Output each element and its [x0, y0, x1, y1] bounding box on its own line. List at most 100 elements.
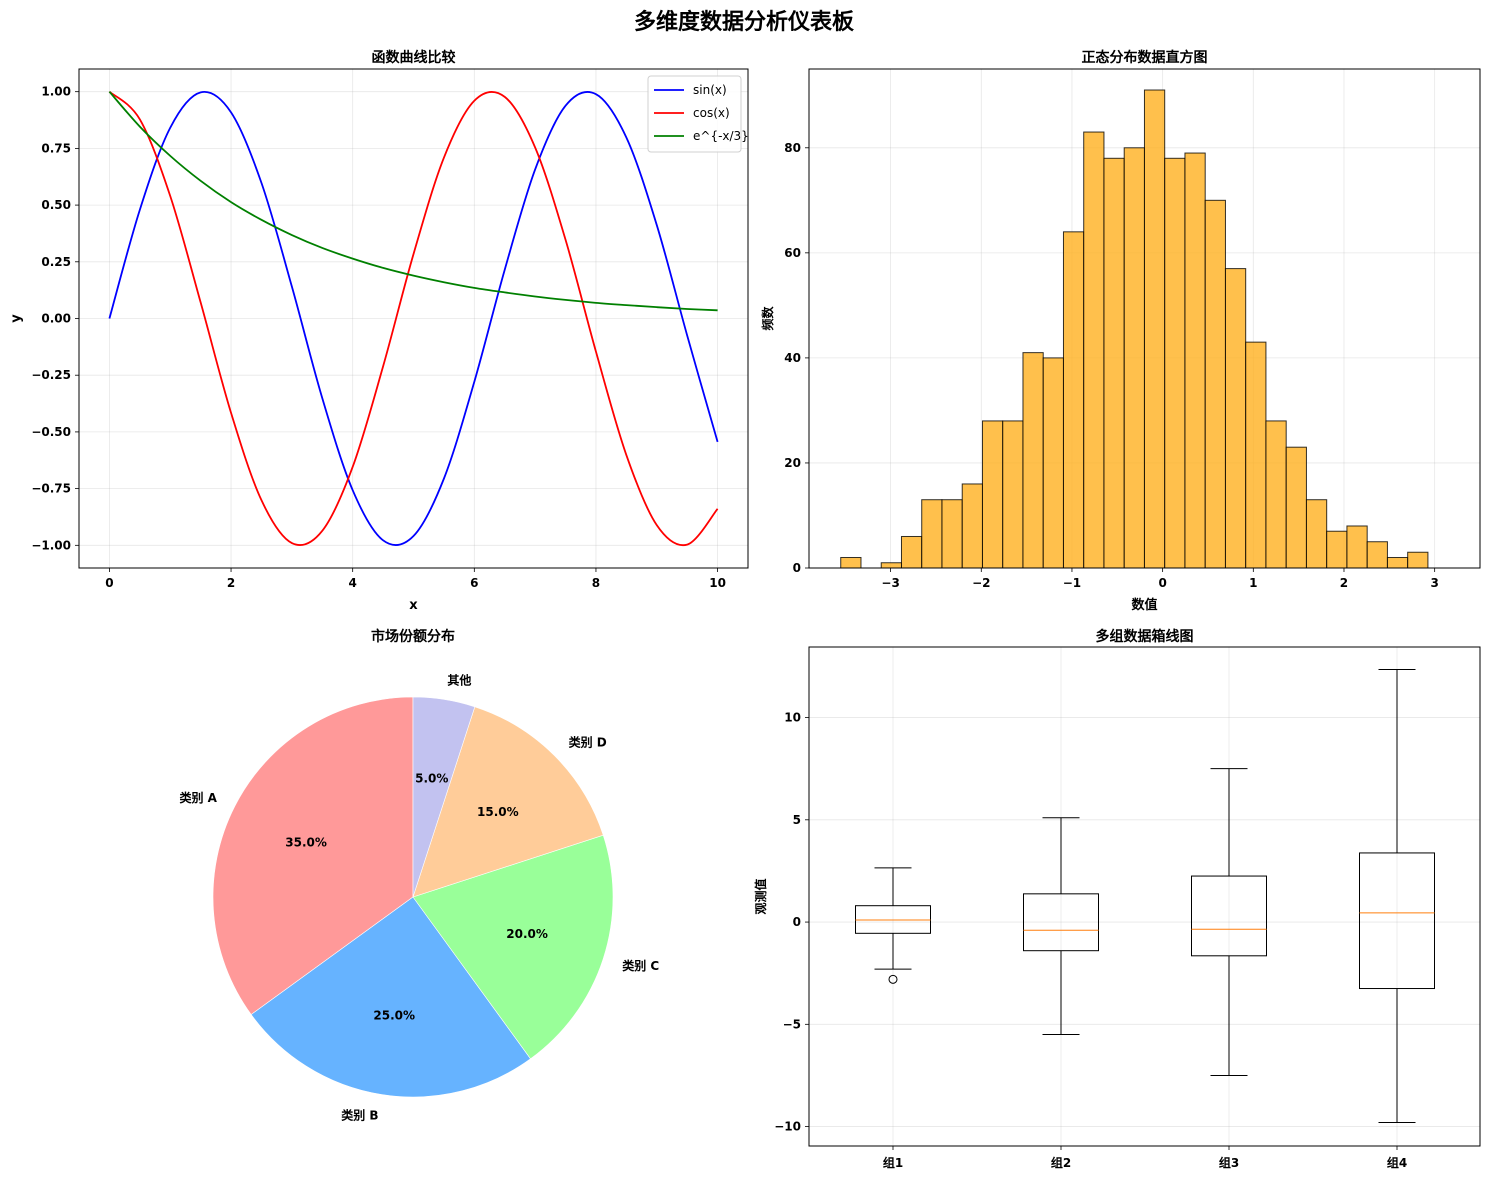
pie-slice-3 — [412, 706, 604, 898]
legend-label-1: cos(x) — [693, 106, 730, 120]
pie-pct-2: 20.0% — [506, 927, 548, 941]
histogram-bar — [1123, 147, 1145, 569]
histogram-frame — [808, 68, 1481, 569]
series-line-0 — [108, 90, 719, 546]
series-line-2 — [108, 91, 718, 312]
boxplot-grid — [809, 647, 1480, 1146]
suptitle: 多维度数据分析仪表板 — [634, 9, 855, 35]
boxplot-ylabel: 观测值 — [753, 878, 768, 914]
histogram-bar — [961, 483, 983, 569]
pie-label-3: 类别 D — [569, 734, 607, 749]
histogram-bar — [1305, 499, 1328, 569]
line-xtick-label: 6 — [470, 576, 478, 590]
line-chart: 0 2 4 6 8 10 1.00 0.75 0.50 0.25 0.00 −0.25 −0.50 −0.… — [9, 49, 749, 613]
histogram-xtick-label: −1 — [1063, 576, 1081, 590]
line-xtick-label: 2 — [227, 576, 235, 590]
histogram-title: 正态分布数据直方图 — [1082, 49, 1208, 66]
histogram-ytick-label: 0 — [793, 561, 801, 575]
histogram-bar — [941, 499, 963, 569]
histogram-xtick-label: 1 — [1249, 576, 1257, 590]
boxplot-xtick-label: 组1 — [883, 1155, 903, 1170]
boxplot-box — [1191, 875, 1267, 957]
line-xtick-label: 8 — [592, 576, 600, 590]
line-legend: sin(x) cos(x) e^{-x/3} — [647, 75, 749, 153]
histogram-bar — [1386, 556, 1409, 569]
line-xlabel: x — [409, 598, 418, 613]
histogram-bar — [1103, 157, 1125, 569]
histogram-bar — [1143, 89, 1166, 569]
boxplot-outlier — [888, 974, 898, 984]
line-ytick-label: 0.25 — [41, 255, 71, 269]
pie-slice-4 — [412, 696, 476, 898]
line-ytick-label: 0.50 — [41, 198, 71, 212]
line-ytick-label: 0.00 — [41, 312, 71, 326]
histogram-bar — [1204, 199, 1226, 569]
pie-pct-3: 15.0% — [477, 805, 519, 819]
line-ylabel: y — [9, 314, 24, 323]
histogram-bar — [1083, 131, 1105, 569]
histogram-bar — [1407, 551, 1429, 569]
histogram-bar — [880, 562, 902, 569]
line-xtick-label: 10 — [709, 576, 726, 590]
pie-pct-1: 25.0% — [373, 1009, 415, 1023]
boxplot-frame — [808, 646, 1481, 1147]
line-ytick-label: −0.75 — [31, 482, 71, 496]
boxplot-box — [855, 905, 931, 934]
boxplot-xtick-label: 组3 — [1219, 1155, 1239, 1170]
histogram-bar — [921, 499, 943, 569]
line-xtick-label: 0 — [105, 576, 113, 590]
line-ytick-label: −1.00 — [31, 538, 71, 552]
pie-pct-4: 5.0% — [415, 771, 448, 785]
boxplot-title: 多组数据箱线图 — [1096, 628, 1194, 645]
histogram-xtick-label: 3 — [1430, 576, 1438, 590]
histogram-ytick-label: 60 — [784, 246, 801, 260]
histogram-bar — [1042, 357, 1064, 569]
histogram-xtick-label: 0 — [1158, 576, 1166, 590]
pie-slice-0 — [212, 696, 414, 1015]
pie-chart: 类别 A 35.0% 类别 B 25.0% 类别 C 20.0% 类别 D 15.0% 其他 5.… — [180, 628, 660, 1122]
histogram-ytick-label: 80 — [784, 141, 801, 155]
line-ytick-label: −0.50 — [31, 425, 71, 439]
boxplot-xtick-label: 组4 — [1387, 1155, 1407, 1170]
histogram-bar — [1184, 152, 1206, 569]
pie-label-1: 类别 B — [341, 1107, 378, 1122]
histogram-bar — [1224, 268, 1247, 569]
pie-label-4: 其他 — [447, 673, 471, 688]
line-frame — [78, 68, 749, 569]
boxplot-ytick-label: −5 — [783, 1017, 801, 1031]
histogram-bar — [1062, 231, 1085, 569]
histogram-bar — [1164, 157, 1186, 569]
pie-label-0: 类别 A — [180, 790, 218, 805]
pie-pct-0: 35.0% — [285, 836, 327, 850]
histogram-bar — [1326, 530, 1348, 569]
histogram-bar — [840, 556, 862, 569]
histogram-ylabel: 频数 — [760, 306, 775, 331]
pie-slice-1 — [250, 896, 531, 1098]
boxplot-ytick-label: −10 — [774, 1120, 801, 1134]
pie-title: 市场份额分布 — [371, 628, 455, 645]
histogram-xtick-label: −2 — [972, 576, 990, 590]
legend-box — [647, 75, 742, 153]
histogram-ytick-label: 20 — [784, 456, 801, 470]
histogram-bar — [1265, 420, 1287, 569]
line-xtick-label: 4 — [349, 576, 357, 590]
histogram-bar — [1245, 341, 1267, 569]
legend-label-0: sin(x) — [693, 83, 727, 97]
pie-slice-2 — [412, 834, 614, 1060]
boxplot-xtick-label: 组2 — [1051, 1155, 1071, 1170]
histogram-xtick-label: −3 — [881, 576, 899, 590]
line-ytick-label: 1.00 — [41, 85, 71, 99]
histogram-bar — [1366, 541, 1388, 569]
histogram-bar — [1022, 352, 1044, 569]
histogram-xlabel: 数值 — [1131, 597, 1157, 613]
histogram-xtick-label: 2 — [1340, 576, 1348, 590]
series-line-1 — [108, 90, 719, 547]
boxplot-ytick-label: 0 — [793, 915, 801, 929]
boxplot-ytick-label: 10 — [784, 711, 801, 725]
line-title: 函数曲线比较 — [372, 49, 456, 66]
line-ytick-label: 0.75 — [41, 141, 71, 155]
